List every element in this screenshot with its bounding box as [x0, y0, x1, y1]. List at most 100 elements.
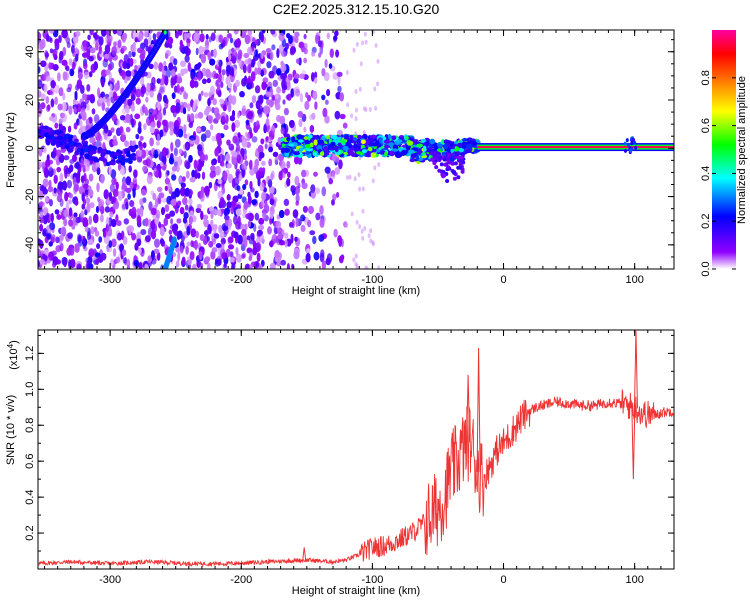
heatmap-cell [84, 153, 90, 158]
heatmap-cell [73, 138, 79, 143]
heatmap-cell [217, 90, 222, 98]
heatmap-cell [115, 159, 121, 164]
heatmap-cell [290, 185, 295, 191]
heatmap-cell [135, 97, 141, 105]
heatmap-cell [375, 148, 381, 153]
heatmap-cell [209, 58, 216, 66]
heatmap-cell [206, 236, 210, 242]
heatmap-cell [204, 129, 211, 139]
heatmap-cell [363, 31, 367, 37]
heatmap-cell [82, 40, 88, 47]
heatmap-cell [80, 157, 84, 168]
heatmap-cell [58, 87, 64, 97]
heatmap-cell [290, 88, 295, 98]
heatmap-cell [98, 45, 103, 55]
heatmap-cell [429, 138, 436, 145]
heatmap-cell [110, 169, 117, 179]
heatmap-cell [356, 151, 362, 155]
heatmap-cell [246, 132, 251, 142]
heatmap-cell [354, 253, 358, 259]
heatmap-cell [213, 233, 220, 239]
heatmap-cell [111, 196, 117, 204]
heatmap-cell [374, 43, 378, 48]
heatmap-cell [352, 47, 356, 53]
heatmap-cell [46, 232, 51, 240]
heatmap-cell [129, 145, 135, 150]
heatmap-cell [253, 223, 257, 233]
heatmap-cell [373, 86, 377, 92]
heatmap-cell [154, 112, 158, 121]
heatmap-cell [88, 71, 93, 78]
heatmap-cell [298, 41, 305, 49]
heatmap-cell [96, 243, 101, 250]
heatmap-cell [108, 240, 113, 248]
heatmap-cell [269, 51, 274, 61]
heatmap-cell [175, 247, 180, 253]
heatmap-cell [164, 178, 170, 185]
heatmap-cell [207, 262, 211, 269]
heatmap-cell [116, 119, 120, 126]
heatmap-cell [247, 220, 252, 228]
heatmap-cell [86, 103, 90, 111]
heatmap-cell [57, 181, 64, 191]
heatmap-cell [294, 175, 300, 186]
heatmap-cell [441, 151, 446, 156]
heatmap-cell [187, 62, 191, 72]
heatmap-cell [104, 53, 109, 60]
heatmap-cell [157, 111, 162, 122]
heatmap-cell [60, 132, 66, 137]
heatmap-cell [87, 239, 94, 246]
heatmap-cell [103, 133, 108, 140]
heatmap-cell [387, 133, 392, 140]
heatmap-cell [100, 174, 105, 184]
heatmap-cell [95, 206, 100, 213]
heatmap-cell [124, 140, 130, 147]
heatmap-cell [391, 135, 397, 141]
heatmap-cell [289, 221, 294, 228]
heatmap-cell [173, 85, 178, 93]
heatmap-cell [355, 219, 359, 225]
heatmap-cell [200, 53, 206, 64]
heatmap-cell [226, 139, 231, 146]
heatmap-cell [286, 263, 290, 269]
heatmap-cell [235, 144, 241, 153]
heatmap-cell [67, 232, 73, 239]
heatmap-cell [100, 214, 104, 223]
heatmap-cell [334, 30, 339, 37]
heatmap-cell [211, 135, 216, 142]
heatmap-cell [114, 82, 120, 91]
heatmap-cell [53, 187, 57, 194]
heatmap-cell [197, 62, 202, 68]
heatmap-cell [285, 42, 289, 50]
heatmap-cell [240, 223, 246, 230]
heatmap-cell [247, 195, 252, 205]
heatmap-cell [153, 248, 160, 254]
heatmap-cell [305, 252, 311, 263]
heatmap-cell [223, 263, 227, 268]
heatmap-cell [286, 177, 291, 187]
heatmap-cell [265, 91, 272, 98]
heatmap-cell [154, 217, 160, 225]
heatmap-cell [241, 167, 245, 178]
heatmap-cell [59, 50, 64, 61]
heatmap-cell [254, 49, 258, 58]
heatmap-cell [40, 102, 46, 109]
heatmap-cell [203, 185, 210, 195]
heatmap-cell [310, 184, 316, 194]
heatmap-cell [291, 136, 296, 143]
heatmap-cell [174, 138, 181, 148]
heatmap-cell [72, 34, 79, 44]
heatmap-cell [257, 229, 263, 237]
heatmap-cell [110, 258, 114, 267]
heatmap-cell [50, 151, 56, 159]
heatmap-cell [129, 58, 134, 67]
heatmap-cell [100, 91, 106, 98]
heatmap-cell [134, 242, 139, 251]
heatmap-cell [121, 33, 127, 43]
heatmap-cell [47, 104, 51, 111]
heatmap-cell [90, 226, 95, 235]
heatmap-cell [101, 101, 106, 111]
heatmap-cell [169, 130, 174, 136]
heatmap-cell [244, 223, 248, 231]
heatmap-cell [61, 102, 67, 112]
